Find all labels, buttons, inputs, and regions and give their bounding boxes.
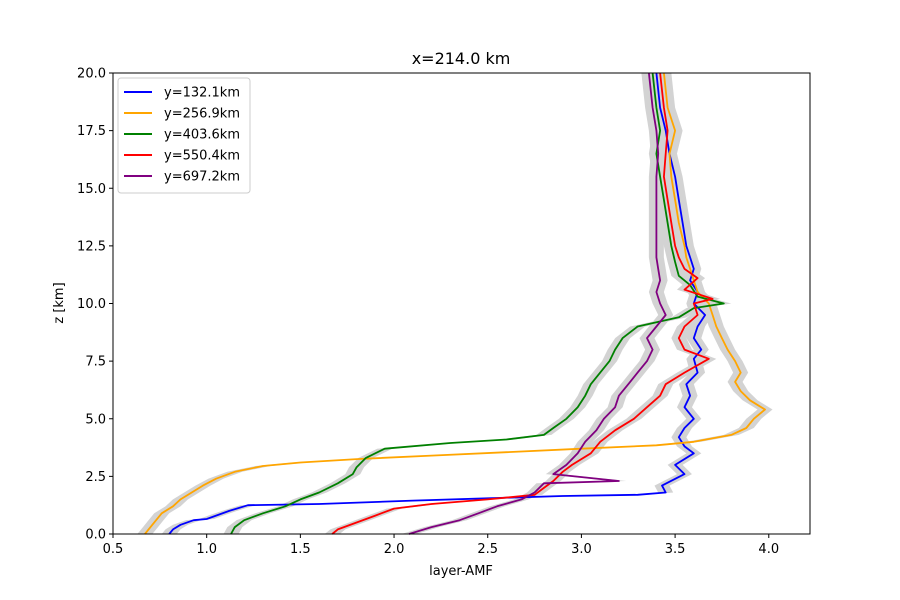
legend-label: y=403.6km [164, 128, 240, 143]
x-tick-label: 3.5 [665, 542, 686, 557]
y-tick-label: 10.0 [77, 297, 106, 312]
x-tick-label: 0.5 [103, 542, 124, 557]
x-tick-label: 1.0 [196, 542, 217, 557]
series-line-5 [408, 72, 667, 535]
y-tick-label: 15.0 [77, 182, 106, 197]
series-line-2 [144, 72, 766, 535]
x-tick-label: 3.0 [571, 542, 592, 557]
y-tick-label: 2.5 [85, 470, 106, 485]
series-line-4 [331, 72, 714, 535]
chart-title: x=214.0 km [412, 49, 511, 68]
series-line-3 [230, 72, 725, 535]
x-tick-label: 2.0 [384, 542, 405, 557]
legend-box [117, 77, 251, 194]
uncertainty-band-5 [401, 73, 674, 534]
y-tick-label: 0.0 [85, 528, 106, 543]
x-axis-label: layer-AMF [429, 564, 493, 579]
legend-label: y=550.4km [164, 149, 240, 164]
legend-label: y=697.2km [164, 170, 240, 185]
x-tick-label: 4.0 [758, 542, 779, 557]
x-tick-label: 2.5 [477, 542, 498, 557]
y-tick-label: 12.5 [77, 239, 106, 254]
legend-label: y=256.9km [164, 107, 240, 122]
y-axis-label: z [km] [52, 282, 67, 323]
legend-label: y=132.1km [164, 86, 240, 101]
y-tick-label: 20.0 [77, 67, 106, 82]
series-lines [144, 72, 766, 535]
legend: y=132.1km y=256.9km y=403.6km y=550.4km y=69… [117, 77, 251, 194]
x-axis: 0.5 1.0 1.5 2.0 2.5 3.0 3.5 4.0 [103, 534, 779, 557]
y-tick-label: 7.5 [85, 355, 106, 370]
y-axis: 0.0 2.5 5.0 7.5 10.0 12.5 15.0 17.5 20.0 [77, 67, 113, 543]
series-line-1 [168, 72, 706, 535]
x-tick-label: 1.5 [290, 542, 311, 557]
y-tick-label: 17.5 [77, 124, 106, 139]
y-tick-label: 5.0 [85, 412, 106, 427]
